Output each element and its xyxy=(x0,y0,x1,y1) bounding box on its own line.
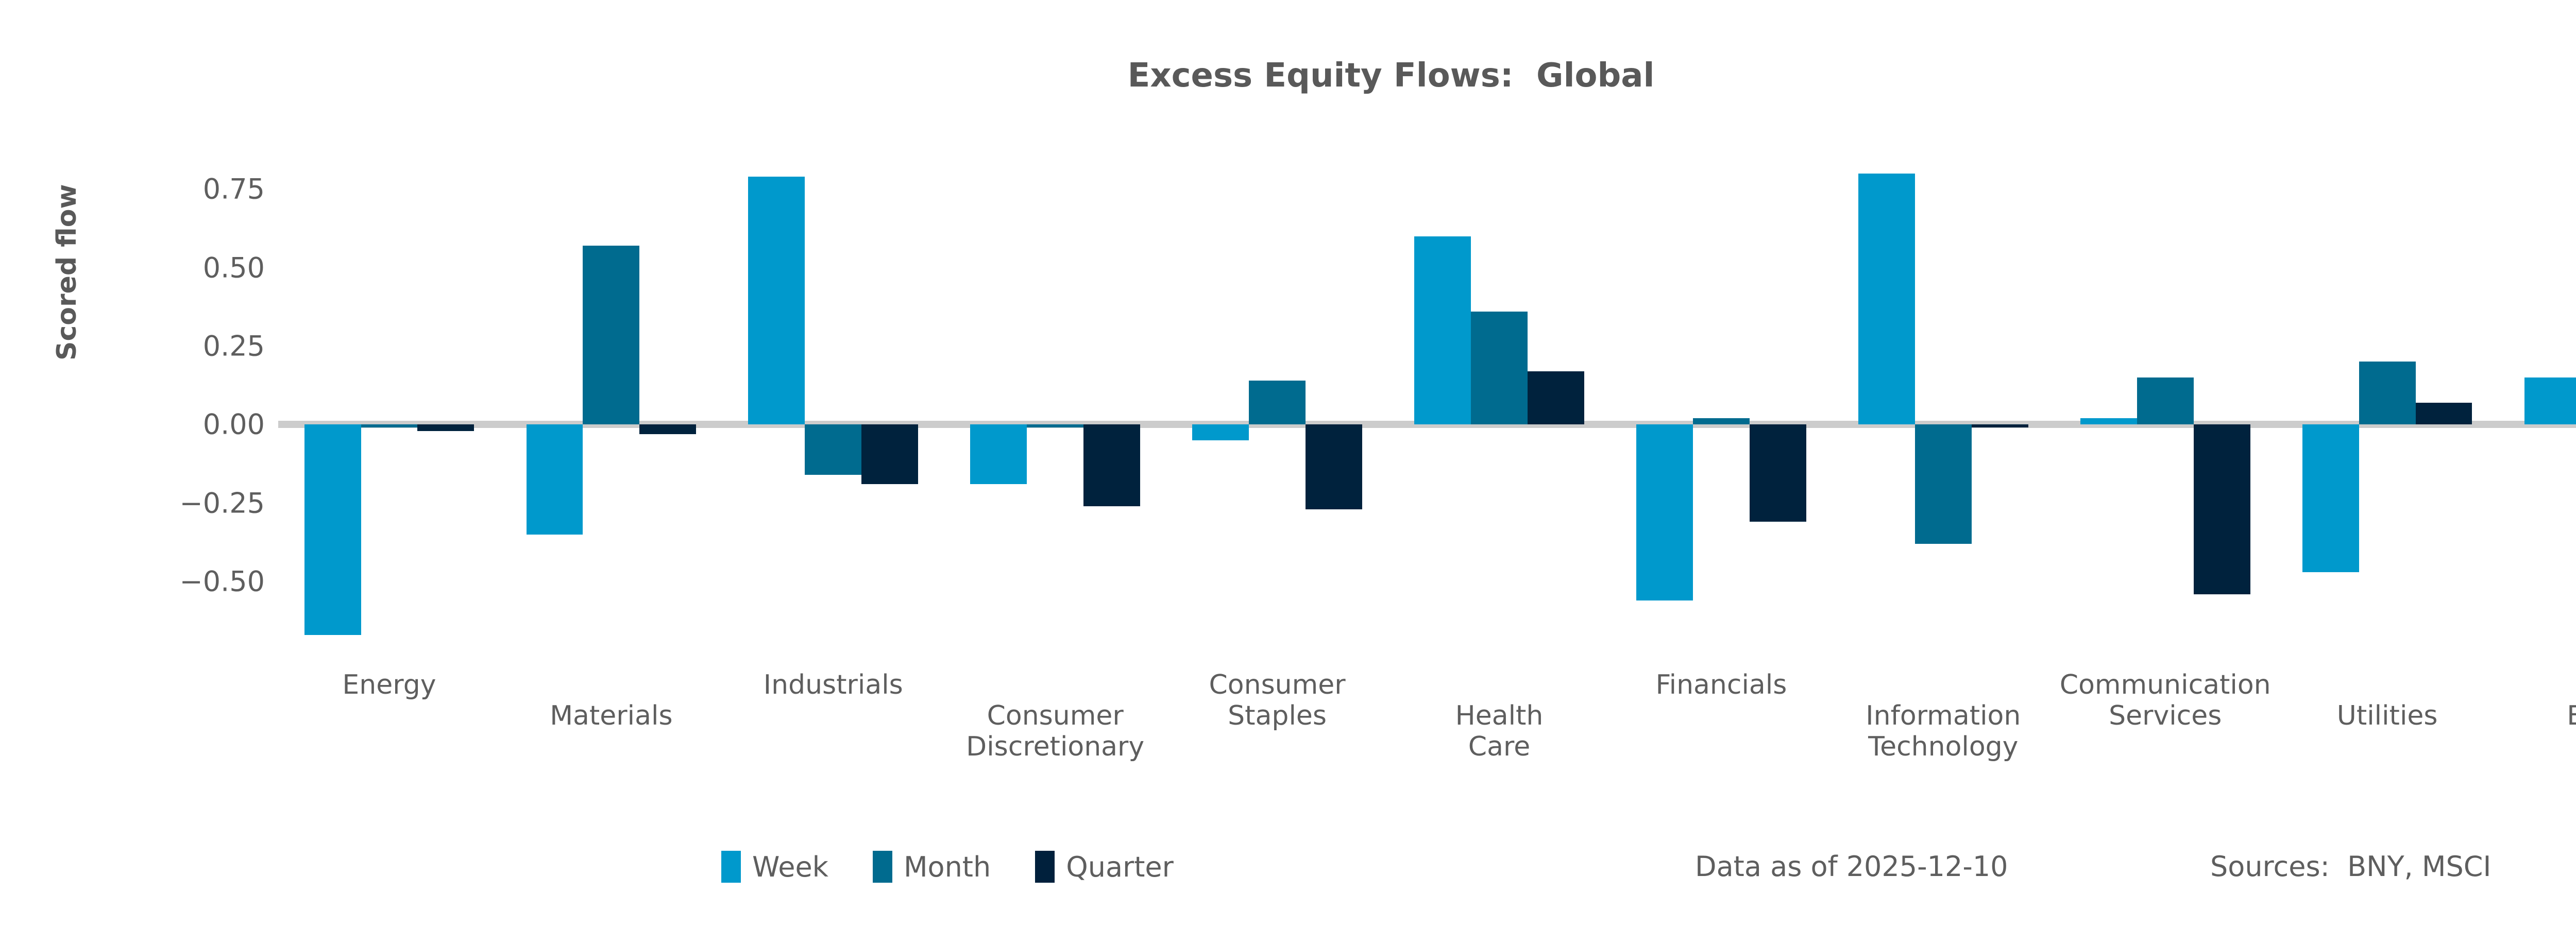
y-axis-tick-label: −0.25 xyxy=(179,487,265,520)
bar-materials-quarter[interactable] xyxy=(639,424,697,434)
x-axis-label-consumer-discretionary: Consumer Discretionary xyxy=(966,700,1145,763)
x-axis-label-real-estate: Real Estate xyxy=(2567,700,2576,732)
y-axis-tick-label: 0.75 xyxy=(202,173,265,205)
x-axis-label-financials: Financials xyxy=(1655,670,1787,700)
plot-area: 0.75 0.50 0.25 0.00 −0.25 −0.50 xyxy=(180,154,2576,670)
bar-consumer-discretionary-month[interactable] xyxy=(1027,424,1084,428)
bar-consumer-staples-month[interactable] xyxy=(1249,381,1306,425)
bar-information-technology-quarter[interactable] xyxy=(1971,424,2028,428)
y-axis-tick-label: 0.25 xyxy=(202,330,265,363)
legend-swatch-week-icon xyxy=(721,851,741,883)
bar-real-estate-week[interactable] xyxy=(2524,377,2576,425)
bar-financials-quarter[interactable] xyxy=(1749,424,1806,522)
legend: Week Month Quarter xyxy=(721,849,1174,885)
bar-consumer-staples-quarter[interactable] xyxy=(1306,424,1362,509)
x-axis-label-utilities: Utilities xyxy=(2336,700,2438,731)
legend-label: Month xyxy=(903,850,991,883)
y-axis-tick-label: −0.50 xyxy=(179,565,265,598)
bar-information-technology-month[interactable] xyxy=(1914,424,1972,544)
x-axis-label-information-technology: Information Technology xyxy=(1866,700,2021,763)
bar-communication-services-week[interactable] xyxy=(2080,418,2137,425)
bar-consumer-discretionary-quarter[interactable] xyxy=(1083,424,1140,506)
bar-financials-month[interactable] xyxy=(1692,418,1750,425)
bar-information-technology-week[interactable] xyxy=(1858,173,1915,425)
y-axis-tick-label: 0.00 xyxy=(202,408,265,441)
bar-industrials-week[interactable] xyxy=(748,176,805,425)
bar-industrials-quarter[interactable] xyxy=(861,424,919,485)
bar-energy-month[interactable] xyxy=(361,424,418,428)
legend-item-month[interactable]: Month xyxy=(872,850,991,883)
bar-consumer-staples-week[interactable] xyxy=(1192,424,1249,440)
bar-utilities-quarter[interactable] xyxy=(2415,402,2472,425)
bar-financials-week[interactable] xyxy=(1636,424,1693,600)
bar-industrials-month[interactable] xyxy=(805,424,862,475)
bar-health-care-month[interactable] xyxy=(1471,311,1528,425)
data-asof-note: Data as of 2025-12-10 xyxy=(1695,850,2008,883)
legend-swatch-quarter-icon xyxy=(1035,851,1055,883)
bar-communication-services-month[interactable] xyxy=(2137,377,2194,425)
legend-label: Week xyxy=(752,850,828,883)
x-axis-label-consumer-staples: Consumer Staples xyxy=(1209,670,1346,732)
bar-communication-services-quarter[interactable] xyxy=(2193,424,2250,594)
bar-energy-quarter[interactable] xyxy=(417,424,474,431)
sources-note: Sources: BNY, MSCI xyxy=(2210,850,2492,883)
bar-utilities-week[interactable] xyxy=(2302,424,2359,572)
bar-health-care-quarter[interactable] xyxy=(1527,371,1584,425)
x-axis-label-industrials: Industrials xyxy=(763,670,903,700)
x-axis-label-communication-services: Communication Services xyxy=(2059,670,2271,732)
bar-materials-week[interactable] xyxy=(526,424,583,535)
bar-materials-month[interactable] xyxy=(583,245,640,425)
x-axis-category-labels: Energy Materials Industrials Consumer Discr… xyxy=(278,670,2576,824)
y-axis-tick-label: 0.50 xyxy=(202,251,265,284)
page-title: Excess Equity Flows: Global xyxy=(1127,57,1655,95)
bar-energy-week[interactable] xyxy=(304,424,361,635)
bar-health-care-week[interactable] xyxy=(1414,236,1471,425)
legend-item-quarter[interactable]: Quarter xyxy=(1035,851,1174,883)
bar-consumer-discretionary-week[interactable] xyxy=(970,424,1027,485)
legend-swatch-month-icon xyxy=(872,851,892,883)
x-axis-label-materials: Materials xyxy=(550,700,673,731)
x-axis-label-health-care: Health Care xyxy=(1455,700,1544,763)
y-axis-label: Scored flow xyxy=(52,184,82,360)
legend-item-week[interactable]: Week xyxy=(721,851,828,883)
bar-utilities-month[interactable] xyxy=(2359,362,2416,425)
legend-label: Quarter xyxy=(1066,850,1174,883)
x-axis-label-energy: Energy xyxy=(342,670,436,700)
